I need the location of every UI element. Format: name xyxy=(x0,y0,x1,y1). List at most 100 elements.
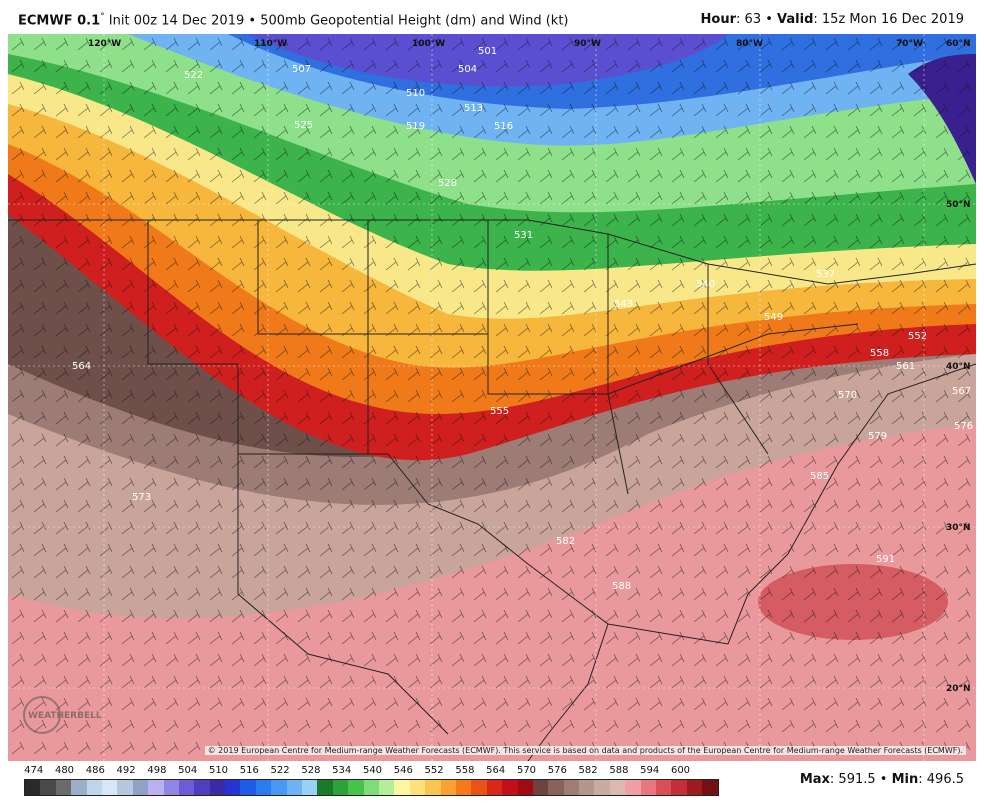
valid-label: Valid xyxy=(777,12,814,27)
contour-label: 564 xyxy=(72,361,91,372)
scale-tick-label: 498 xyxy=(147,765,167,776)
scale-tick-label: 582 xyxy=(578,765,598,776)
header-bar: ECMWF 0.1° Init 00z 14 Dec 2019 • 500mb … xyxy=(0,0,984,34)
contour-label: 525 xyxy=(294,120,313,131)
scale-tick-label: 504 xyxy=(178,765,198,776)
contour-label: 522 xyxy=(184,70,203,81)
min-value: : 496.5 xyxy=(918,772,964,787)
scale-tick-label: 588 xyxy=(609,765,629,776)
min-label: Min xyxy=(891,772,919,787)
scale-swatch xyxy=(86,780,102,795)
contour-label: 573 xyxy=(132,492,151,503)
logo-text: WEATHERBELL xyxy=(28,711,102,721)
contour-label: 516 xyxy=(494,121,513,132)
scale-swatch xyxy=(302,780,318,795)
contour-label: 549 xyxy=(764,312,783,323)
scale-swatch xyxy=(178,780,195,795)
scale-swatch xyxy=(271,780,287,795)
scale-swatch xyxy=(471,780,487,795)
scale-swatch xyxy=(317,780,333,795)
scale-swatch xyxy=(240,780,256,795)
scale-swatch xyxy=(656,780,672,795)
political-borders xyxy=(8,219,976,761)
lat-label: 20°N xyxy=(946,684,971,694)
scale-swatch xyxy=(502,780,518,795)
scale-swatch xyxy=(286,780,303,795)
grid-labels: 120°W 110°W 100°W 90°W 80°W 70°W 60°N 50… xyxy=(88,39,971,694)
scale-swatch xyxy=(594,780,610,795)
lon-label: 100°W xyxy=(412,39,445,49)
separator: • xyxy=(765,12,773,27)
scale-swatch xyxy=(563,780,580,795)
scale-swatch xyxy=(132,780,149,795)
scale-swatch xyxy=(71,780,87,795)
scale-swatch xyxy=(702,780,718,795)
lon-label: 120°W xyxy=(88,39,121,49)
scale-swatch xyxy=(671,780,687,795)
contour-label: 555 xyxy=(490,406,509,417)
scale-tick-label: 522 xyxy=(270,765,290,776)
scale-tick-label: 576 xyxy=(547,765,567,776)
contour-label: 528 xyxy=(438,178,457,189)
scale-swatch xyxy=(40,780,56,795)
scale-swatch xyxy=(163,780,179,795)
scale-swatch xyxy=(101,780,118,795)
scale-tick-label: 552 xyxy=(424,765,444,776)
scale-swatch xyxy=(209,780,226,795)
scale-swatch xyxy=(25,780,41,795)
contour-label: 513 xyxy=(464,103,483,114)
separator: • xyxy=(879,772,888,787)
contour-label: 576 xyxy=(954,421,973,432)
degree-mark: ° xyxy=(100,12,105,22)
scale-swatch xyxy=(117,780,133,795)
contour-label: 510 xyxy=(406,88,425,99)
scale-swatch xyxy=(255,780,272,795)
scale-tick-label: 570 xyxy=(516,765,537,776)
lat-label: 60°N xyxy=(946,39,971,49)
scale-swatch xyxy=(348,780,364,795)
contour-label: 579 xyxy=(868,431,887,442)
init-time: Init 00z 14 Dec 2019 xyxy=(108,13,245,29)
contour-label: 504 xyxy=(458,64,477,75)
lon-label: 90°W xyxy=(574,39,601,49)
scale-tick-label: 492 xyxy=(116,765,136,776)
copyright-credit: © 2019 European Centre for Medium-range … xyxy=(204,746,966,755)
scale-swatch xyxy=(609,780,626,795)
product-name: 500mb Geopotential Height (dm) and Wind … xyxy=(260,13,569,29)
contour-label: 537 xyxy=(816,269,835,280)
contour-label: 567 xyxy=(952,386,971,397)
contour-label: 519 xyxy=(406,121,425,132)
contour-label: 582 xyxy=(556,536,575,547)
scale-tick-label: 534 xyxy=(332,765,352,776)
max-value: : 591.5 xyxy=(829,772,876,787)
max-min-values: Max: 591.5 • Min: 496.5 xyxy=(800,772,964,787)
scale-swatch xyxy=(378,780,395,795)
contour-label: 591 xyxy=(876,554,895,565)
scale-tick-label: 486 xyxy=(85,765,105,776)
lon-label: 80°W xyxy=(736,39,763,49)
scale-swatch xyxy=(440,780,456,795)
scale-swatch xyxy=(225,780,241,795)
scale-tick-label: 594 xyxy=(640,765,660,776)
footer-bar: © 2019 European Centre for Medium-range … xyxy=(0,746,984,808)
scale-tick-label: 540 xyxy=(362,765,383,776)
contour-labels: 501 504 507 510 513 516 519 522 525 528 … xyxy=(72,46,973,592)
scale-swatch xyxy=(579,780,595,795)
contour-label: 552 xyxy=(908,331,927,342)
scale-swatch xyxy=(532,780,549,795)
contour-label: 558 xyxy=(870,348,889,359)
scale-swatch xyxy=(363,780,379,795)
scale-tick-label: 480 xyxy=(54,765,75,776)
map-canvas: 120°W 110°W 100°W 90°W 80°W 70°W 60°N 50… xyxy=(8,34,976,761)
scale-tick-label: 528 xyxy=(301,765,321,776)
scale-swatch xyxy=(517,780,533,795)
scale-swatch xyxy=(332,780,349,795)
lon-label: 70°W xyxy=(896,39,923,49)
scale-tick-label: 516 xyxy=(239,765,259,776)
scale-swatch xyxy=(640,780,657,795)
scale-swatch xyxy=(409,780,426,795)
contour-label: 561 xyxy=(896,361,915,372)
contour-label: 543 xyxy=(614,299,633,310)
color-scale-bar xyxy=(24,779,719,796)
max-label: Max xyxy=(799,772,830,787)
